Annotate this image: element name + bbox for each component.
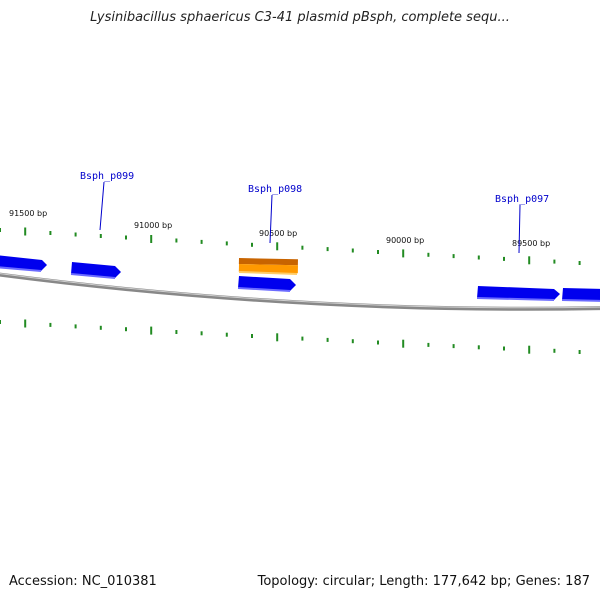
outer-tick [225,241,228,246]
genes-label: Genes: [515,574,562,589]
outer-tick [377,250,379,254]
inner-tick [49,322,52,327]
outer-tick [452,254,455,259]
outer-tick [326,247,329,252]
inner-tick [276,333,279,342]
inner-tick-track [0,319,581,354]
inner-tick [99,325,102,330]
inner-tick [578,350,581,354]
gene-feature-bsph-p098-selected[interactable] [238,258,298,275]
genome-backbone-highlight [0,273,600,309]
outer-tick [49,231,52,235]
outer-tick [150,235,153,243]
inner-tick [74,324,77,329]
gene-label-bsph-p098[interactable]: Bsph_p098 [248,184,302,195]
outer-tick [503,256,505,261]
inner-tick [200,331,203,336]
outer-tick [553,259,556,264]
position-label-90500: 90500 bp [259,229,297,238]
inner-tick [427,342,430,347]
outer-tick-track [0,227,581,265]
inner-tick [477,345,480,350]
genome-backbone [0,272,600,311]
outer-tick [74,232,77,237]
leader-line-bsph-p097 [518,204,521,254]
inner-tick [225,332,228,337]
inner-tick [553,348,556,353]
position-label-91000: 91000 bp [134,221,172,230]
position-label-90000: 90000 bp [386,236,424,245]
sequence-summary: Topology: circular; Length: 177,642 bp; … [257,574,590,589]
length-label: Length: [379,574,429,589]
outer-tick [24,227,27,236]
gene-feature-bsph-p097[interactable] [476,286,560,301]
inner-tick [326,337,329,342]
outer-tick [477,255,480,260]
gene-feature-bsph-p098[interactable] [237,276,296,292]
leader-line-bsph-p099 [99,181,105,231]
outer-tick [251,242,253,247]
gene-feature-bsph-p099[interactable] [70,262,121,279]
genes-value: 187 [565,574,590,589]
accession-label: Accession: [9,574,78,589]
inner-tick [528,345,531,354]
outer-tick [427,252,430,257]
gene-label-bsph-p097[interactable]: Bsph_p097 [495,194,549,205]
inner-tick [175,330,178,334]
gene-label-bsph-p099[interactable]: Bsph_p099 [80,171,134,182]
inner-tick [0,320,1,324]
position-label-89500: 89500 bp [512,239,550,248]
inner-tick [351,339,354,344]
accession-value: NC_010381 [81,574,157,589]
topology-value: circular [322,574,371,589]
outer-tick [351,248,354,253]
length-value: 177,642 bp [432,574,508,589]
outer-tick [125,235,127,240]
position-label-91500: 91500 bp [9,209,47,218]
outer-tick [200,239,203,244]
outer-tick [175,238,178,243]
outer-tick [402,249,405,258]
gene-feature-right-edge[interactable] [561,288,600,302]
leader-line-bsph-p098 [269,194,273,244]
inner-tick [377,340,379,345]
topology-label: Topology: [257,574,319,589]
inner-tick [251,334,253,338]
outer-tick [99,234,102,238]
outer-tick [301,245,304,250]
inner-tick [150,326,153,335]
inner-tick [125,327,127,332]
map-title: Lysinibacillus sphaericus C3-41 plasmid … [90,10,510,25]
inner-tick [402,339,405,348]
outer-tick [0,228,1,232]
gene-feature-left-edge[interactable] [0,255,47,272]
inner-tick [24,319,27,328]
inner-tick [301,336,304,341]
outer-tick [578,261,581,265]
accession-info: Accession: NC_010381 [9,574,157,589]
inner-tick [452,344,455,349]
outer-tick [528,256,531,265]
inner-tick [503,346,505,351]
outer-tick [276,242,279,251]
